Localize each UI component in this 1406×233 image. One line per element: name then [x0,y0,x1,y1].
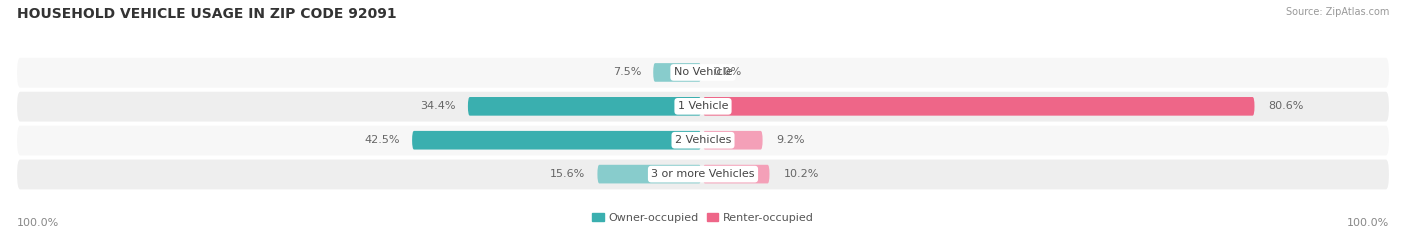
Text: 1 Vehicle: 1 Vehicle [678,101,728,111]
Text: HOUSEHOLD VEHICLE USAGE IN ZIP CODE 92091: HOUSEHOLD VEHICLE USAGE IN ZIP CODE 9209… [17,7,396,21]
Text: No Vehicle: No Vehicle [673,67,733,77]
Legend: Owner-occupied, Renter-occupied: Owner-occupied, Renter-occupied [588,209,818,227]
Text: 7.5%: 7.5% [613,67,641,77]
Text: 100.0%: 100.0% [1347,218,1389,228]
FancyBboxPatch shape [17,58,1389,88]
FancyBboxPatch shape [17,92,1389,122]
Text: 100.0%: 100.0% [17,218,59,228]
Text: 10.2%: 10.2% [783,169,818,179]
Text: Source: ZipAtlas.com: Source: ZipAtlas.com [1285,7,1389,17]
Text: 0.0%: 0.0% [713,67,741,77]
FancyBboxPatch shape [17,126,1389,155]
Text: 34.4%: 34.4% [420,101,456,111]
FancyBboxPatch shape [703,97,1254,116]
Text: 80.6%: 80.6% [1268,101,1303,111]
FancyBboxPatch shape [598,165,702,183]
Text: 42.5%: 42.5% [364,135,399,145]
FancyBboxPatch shape [703,165,769,183]
FancyBboxPatch shape [17,160,1389,189]
Text: 3 or more Vehicles: 3 or more Vehicles [651,169,755,179]
Text: 2 Vehicles: 2 Vehicles [675,135,731,145]
FancyBboxPatch shape [703,131,762,150]
FancyBboxPatch shape [412,131,702,150]
FancyBboxPatch shape [654,63,702,82]
Text: 15.6%: 15.6% [550,169,585,179]
FancyBboxPatch shape [468,97,702,116]
Text: 9.2%: 9.2% [776,135,806,145]
